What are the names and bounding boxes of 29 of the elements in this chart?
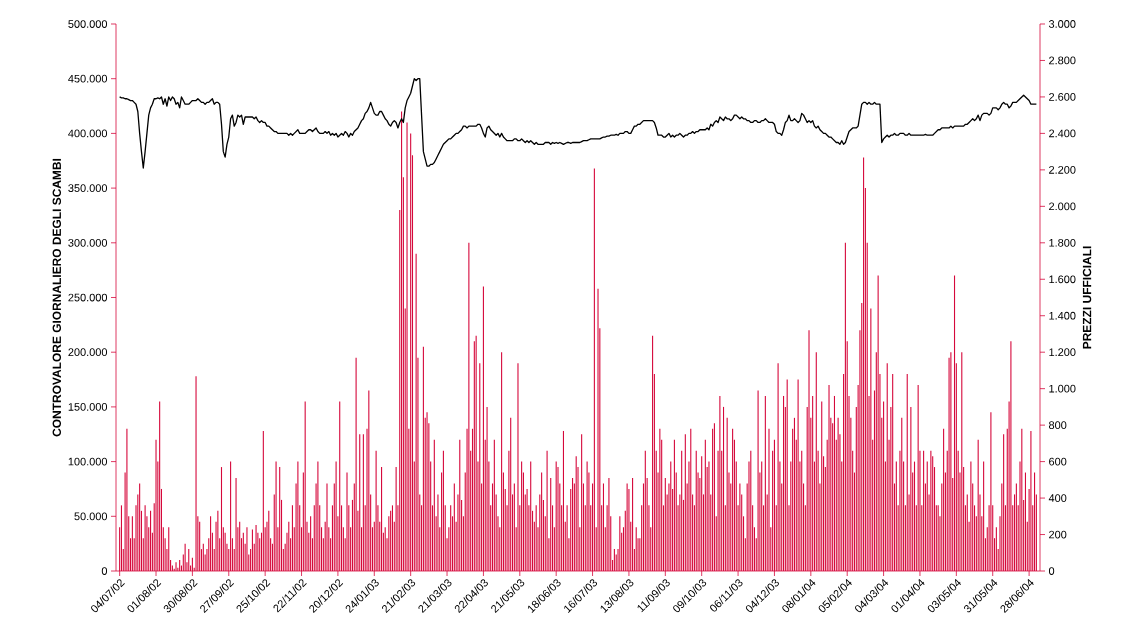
y2-tick-label: 1.200 [1049,348,1076,357]
y-tick-label: 100.000 [68,457,108,466]
y-axis-title: CONTROVALORE GIORNALIERO DEGLI SCAMBI [52,158,62,437]
y-tick-label: 400.000 [68,129,108,138]
y-tick-label: 150.000 [68,403,108,411]
y-tick-label: 0 [101,567,108,575]
y2-tick-label: 3.000 [1048,20,1076,28]
y-tick-label: 300.000 [68,238,108,247]
y2-tick-label: 2.000 [1049,202,1076,211]
y2-axis-title: PREZZI UFFICIALI [1082,246,1092,349]
y2-tick-label: 600 [1049,457,1067,466]
y2-tick-label: 800 [1049,421,1067,430]
y-tick-label: 350.000 [68,184,108,192]
y2-tick-label: 2.600 [1049,93,1076,101]
y2-tick-label: 400 [1048,494,1067,502]
y2-tick-label: 200 [1049,530,1067,539]
y2-tick-label: 1.400 [1049,311,1076,320]
y2-tick-label: 0 [1048,567,1055,575]
y2-tick-label: 1.600 [1049,275,1076,284]
y-tick-label: 200.000 [68,348,108,357]
y2-tick-label: 2.400 [1049,129,1076,138]
y-tick-label: 450.000 [68,74,108,83]
y-tick-label: 50.000 [74,512,108,521]
y2-tick-label: 1.800 [1049,238,1076,247]
y-tick-label: 500.000 [68,20,108,28]
y2-tick-label: 2.800 [1049,56,1076,65]
y2-tick-label: 1.000 [1049,384,1076,393]
y-tick-label: 250.000 [68,293,108,302]
y2-tick-label: 2.200 [1049,165,1076,174]
